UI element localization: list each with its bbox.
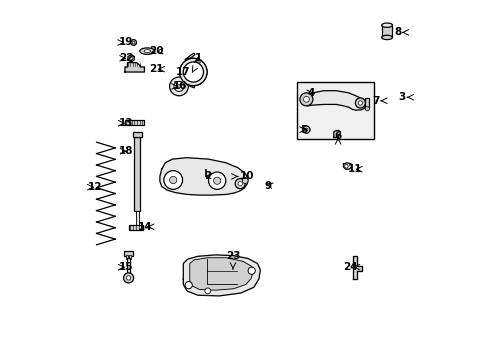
Circle shape [126, 276, 130, 280]
Polygon shape [160, 158, 247, 195]
Circle shape [358, 101, 362, 105]
Bar [203, 168, 207, 171]
Text: 4: 4 [306, 88, 314, 98]
Circle shape [123, 273, 133, 283]
Circle shape [213, 177, 220, 184]
Text: 12: 12 [88, 182, 102, 192]
Bar [128, 225, 142, 230]
Polygon shape [333, 130, 340, 138]
Circle shape [238, 181, 242, 186]
Circle shape [208, 172, 225, 189]
Text: 11: 11 [346, 164, 361, 174]
Circle shape [174, 81, 183, 91]
Bar [124, 251, 133, 256]
Polygon shape [189, 258, 253, 290]
Polygon shape [183, 255, 260, 296]
Circle shape [179, 58, 206, 86]
Bar [129, 255, 130, 259]
Text: 6: 6 [334, 131, 341, 141]
Text: 15: 15 [119, 262, 133, 272]
Ellipse shape [381, 35, 392, 40]
Text: 7: 7 [372, 96, 379, 106]
Circle shape [189, 77, 192, 80]
Text: 21: 21 [148, 64, 163, 74]
Circle shape [183, 71, 197, 86]
Circle shape [189, 68, 197, 76]
Circle shape [169, 176, 177, 184]
Circle shape [129, 57, 133, 60]
Text: 14: 14 [138, 222, 152, 232]
Text: 20: 20 [148, 46, 163, 56]
Text: 16: 16 [173, 81, 187, 91]
Bar [126, 255, 127, 259]
Polygon shape [125, 63, 144, 72]
Circle shape [130, 40, 136, 45]
Circle shape [183, 62, 203, 82]
Text: 22: 22 [119, 53, 133, 63]
Circle shape [235, 179, 244, 189]
Text: 5: 5 [299, 125, 306, 135]
Text: 1: 1 [194, 53, 201, 63]
Text: 17: 17 [176, 67, 190, 77]
Text: 23: 23 [225, 251, 240, 261]
Ellipse shape [381, 23, 392, 27]
Polygon shape [128, 55, 134, 62]
Circle shape [242, 178, 247, 184]
Circle shape [169, 77, 188, 96]
Bar [126, 258, 130, 278]
Circle shape [204, 288, 210, 294]
Text: 19: 19 [119, 37, 133, 48]
Circle shape [179, 58, 206, 86]
Circle shape [299, 93, 312, 106]
Circle shape [132, 41, 135, 44]
Circle shape [247, 267, 255, 274]
Text: 18: 18 [119, 146, 133, 156]
Bar [365, 98, 368, 108]
Circle shape [185, 282, 192, 289]
Bar [134, 137, 140, 211]
Circle shape [355, 98, 365, 108]
Polygon shape [352, 256, 361, 279]
Text: 10: 10 [239, 171, 253, 181]
Ellipse shape [144, 50, 150, 53]
Circle shape [344, 165, 347, 168]
Bar [136, 211, 139, 225]
Circle shape [177, 85, 181, 88]
Circle shape [186, 75, 194, 82]
Circle shape [365, 107, 368, 111]
Circle shape [305, 128, 307, 131]
Polygon shape [303, 91, 365, 110]
Bar [133, 132, 141, 137]
Text: 8: 8 [393, 27, 401, 37]
Bar [296, 82, 373, 139]
Text: 2: 2 [204, 171, 211, 181]
Bar [381, 25, 392, 37]
Circle shape [303, 96, 309, 102]
Text: 13: 13 [119, 118, 133, 128]
Bar [125, 120, 143, 125]
Text: 3: 3 [398, 92, 405, 102]
Text: 24: 24 [342, 262, 357, 272]
Circle shape [183, 62, 203, 82]
Circle shape [163, 171, 182, 189]
Ellipse shape [140, 48, 155, 54]
Circle shape [302, 126, 309, 133]
Polygon shape [343, 163, 351, 169]
Text: 9: 9 [264, 181, 270, 191]
